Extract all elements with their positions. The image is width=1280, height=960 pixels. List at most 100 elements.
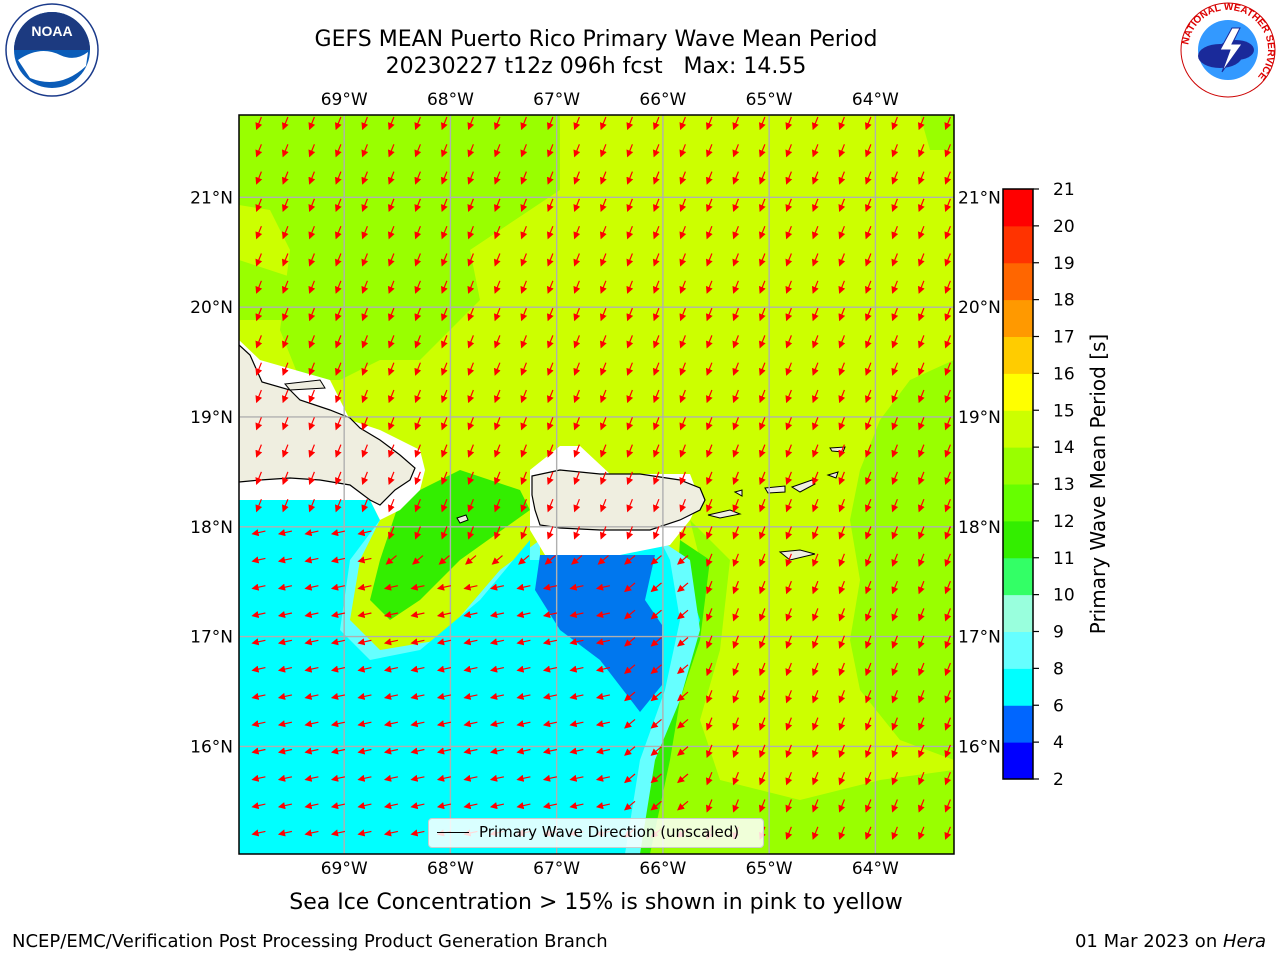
wave-arrow [944, 417, 952, 431]
wave-arrow [330, 665, 346, 673]
wave-arrow [546, 471, 554, 486]
wave-arrow [944, 771, 952, 786]
wave-arrow [679, 198, 687, 213]
wave-arrow [440, 417, 448, 431]
wave-arrow [520, 444, 528, 458]
wave-arrow [308, 225, 316, 240]
wave-arrow [864, 171, 872, 185]
wave-arrow [917, 580, 925, 595]
wave-arrow [732, 771, 740, 786]
wave-arrow [463, 720, 478, 728]
wave-arrow [357, 747, 372, 755]
wave-arrow [544, 555, 556, 565]
wave-arrow [599, 362, 607, 376]
wave-arrow [599, 526, 607, 540]
colorbar-tick-label: 15 [1053, 401, 1075, 421]
wave-arrow [891, 635, 899, 649]
wave-arrow [917, 771, 925, 786]
wave-arrow [864, 471, 872, 486]
wave-arrow [891, 471, 899, 486]
wave-arrow [573, 362, 581, 376]
wave-arrow [387, 198, 395, 213]
wave-arrow [436, 774, 452, 782]
wave-arrow [811, 526, 819, 540]
wave-arrow [383, 720, 399, 728]
wave-arrow [705, 280, 713, 294]
wave-arrow [679, 280, 687, 294]
wave-arrow [652, 171, 660, 185]
wave-arrow [546, 335, 554, 349]
lat-label-left: 21°N [190, 188, 233, 208]
wave-arrow [308, 144, 316, 158]
wave-arrow [891, 225, 899, 240]
wave-arrow [652, 526, 660, 540]
wave-arrow [493, 144, 501, 158]
wave-arrow [440, 253, 448, 267]
wave-arrow [467, 253, 475, 267]
wave-arrow [626, 144, 634, 158]
wave-arrow [838, 225, 846, 240]
land-virgin-islands-2 [764, 485, 786, 494]
wave-arrow [383, 638, 399, 646]
wave-arrow [944, 799, 952, 813]
wave-arrow [334, 498, 342, 513]
wave-arrow [758, 662, 766, 677]
land-hispaniola [239, 344, 416, 506]
wave-arrow [705, 690, 713, 704]
wave-arrow [705, 444, 713, 458]
wave-arrow [308, 253, 316, 267]
land-culebra [733, 489, 743, 497]
wave-arrow [732, 471, 740, 486]
wave-arrow [652, 417, 660, 431]
period-contour-12-13-nw-edge [239, 260, 300, 320]
wave-arrow [732, 635, 740, 649]
wave-arrow [811, 417, 819, 431]
wave-arrow [864, 717, 872, 731]
colorbar-segment [1003, 373, 1033, 411]
wave-arrow [705, 744, 713, 759]
wave-arrow [732, 553, 740, 567]
wave-arrow [255, 417, 263, 431]
wave-arrow [811, 253, 819, 267]
wave-arrow [255, 471, 263, 486]
wave-arrow [334, 362, 342, 376]
wave-arrow [838, 116, 846, 131]
wave-arrow [414, 253, 422, 267]
wave-arrow [414, 362, 422, 376]
wave-arrow [891, 171, 899, 185]
wave-arrow [361, 116, 369, 131]
wave-arrow [758, 116, 766, 131]
wave-arrow [891, 771, 899, 786]
wave-arrow [281, 307, 289, 322]
wave-arrow [520, 280, 528, 294]
wave-arrow [573, 471, 581, 486]
wave-arrow [626, 171, 634, 185]
colorbar-segment [1003, 557, 1033, 596]
wave-arrow [281, 280, 289, 294]
wave-arrow [732, 171, 740, 185]
wave-arrow [758, 690, 766, 704]
wave-arrow [304, 529, 319, 537]
wave-arrow [838, 526, 846, 540]
wave-arrow [410, 802, 425, 810]
wave-arrow [414, 417, 422, 431]
wave-arrow [489, 774, 505, 782]
wave-arrow [330, 747, 346, 755]
wave-arrow [785, 771, 793, 786]
wave-arrow [838, 444, 846, 458]
wave-arrow [732, 116, 740, 131]
wave-arrow [944, 498, 952, 513]
wave-arrow [357, 692, 372, 700]
period-contour-12-13-south [640, 520, 954, 854]
wave-arrow [785, 116, 793, 131]
wave-arrow [838, 389, 846, 404]
wave-arrow [304, 665, 319, 673]
wave-arrow [410, 720, 425, 728]
wave-arrow [281, 471, 289, 486]
wave-arrow [595, 611, 611, 619]
wave-arrow [891, 526, 899, 540]
wave-arrow [387, 362, 395, 376]
wave-arrow [304, 747, 319, 755]
wave-arrow [569, 692, 584, 700]
wave-arrow [944, 280, 952, 294]
